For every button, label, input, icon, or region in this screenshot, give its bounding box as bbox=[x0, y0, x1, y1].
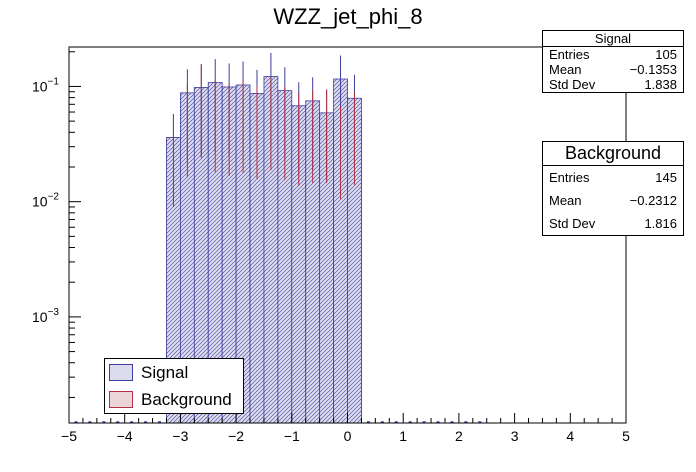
legend-label: Background bbox=[141, 389, 232, 409]
stats-row-std-dev: Std Dev 1.816 bbox=[543, 212, 683, 235]
stats-box-signal: Signal Entries 105 Mean −0.1353 Std Dev … bbox=[542, 30, 684, 93]
stats-label: Mean bbox=[549, 193, 582, 208]
stats-label: Std Dev bbox=[549, 77, 596, 92]
y-axis: 10−1 10−2 10−3 bbox=[32, 51, 81, 398]
y-tick-label: 10−1 bbox=[32, 76, 59, 94]
stats-value: −0.1353 bbox=[629, 62, 677, 77]
stats-value: 1.816 bbox=[644, 216, 677, 231]
stats-row-mean: Mean −0.2312 bbox=[543, 189, 683, 212]
chart-title: WZZ_jet_phi_8 bbox=[273, 4, 422, 29]
x-tick-label: −5 bbox=[61, 428, 77, 444]
background-error-bars bbox=[172, 64, 355, 207]
x-tick-label: 3 bbox=[511, 428, 519, 444]
stats-row-entries: Entries 105 bbox=[543, 47, 683, 62]
stats-title: Background bbox=[543, 142, 683, 166]
stats-row-entries: Entries 145 bbox=[543, 166, 683, 189]
x-tick-label: 5 bbox=[622, 428, 630, 444]
legend-entry-background: Background bbox=[105, 386, 243, 413]
x-tick-label: −2 bbox=[228, 428, 244, 444]
x-axis: −5 −4 −3 −2 −1 0 1 2 3 4 5 bbox=[61, 413, 630, 444]
x-tick-label: 4 bbox=[566, 428, 574, 444]
stats-row-std-dev: Std Dev 1.838 bbox=[543, 77, 683, 92]
stats-label: Mean bbox=[549, 62, 582, 77]
stats-value: −0.2312 bbox=[629, 193, 677, 208]
y-tick-label: 10−2 bbox=[32, 192, 59, 210]
stats-value: 1.838 bbox=[644, 77, 677, 92]
stats-title: Signal bbox=[543, 31, 683, 47]
legend-swatch-background bbox=[109, 391, 133, 408]
legend-entry-signal: Signal bbox=[105, 359, 243, 386]
stats-value: 145 bbox=[655, 170, 677, 185]
x-tick-label: 1 bbox=[399, 428, 407, 444]
x-tick-label: −1 bbox=[284, 428, 300, 444]
stats-box-background: Background Entries 145 Mean −0.2312 Std … bbox=[542, 141, 684, 236]
stats-value: 105 bbox=[655, 47, 677, 62]
x-tick-label: −4 bbox=[117, 428, 133, 444]
stats-label: Entries bbox=[549, 170, 590, 185]
legend-label: Signal bbox=[141, 362, 189, 382]
stats-label: Entries bbox=[549, 47, 590, 62]
legend: Signal Background bbox=[104, 358, 244, 414]
y-tick-label: 10−3 bbox=[32, 307, 59, 325]
x-tick-label: 0 bbox=[344, 428, 352, 444]
legend-swatch-signal bbox=[109, 364, 133, 381]
x-tick-label: −3 bbox=[172, 428, 188, 444]
stats-label: Std Dev bbox=[549, 216, 596, 231]
stats-row-mean: Mean −0.1353 bbox=[543, 62, 683, 77]
x-tick-label: 2 bbox=[455, 428, 463, 444]
